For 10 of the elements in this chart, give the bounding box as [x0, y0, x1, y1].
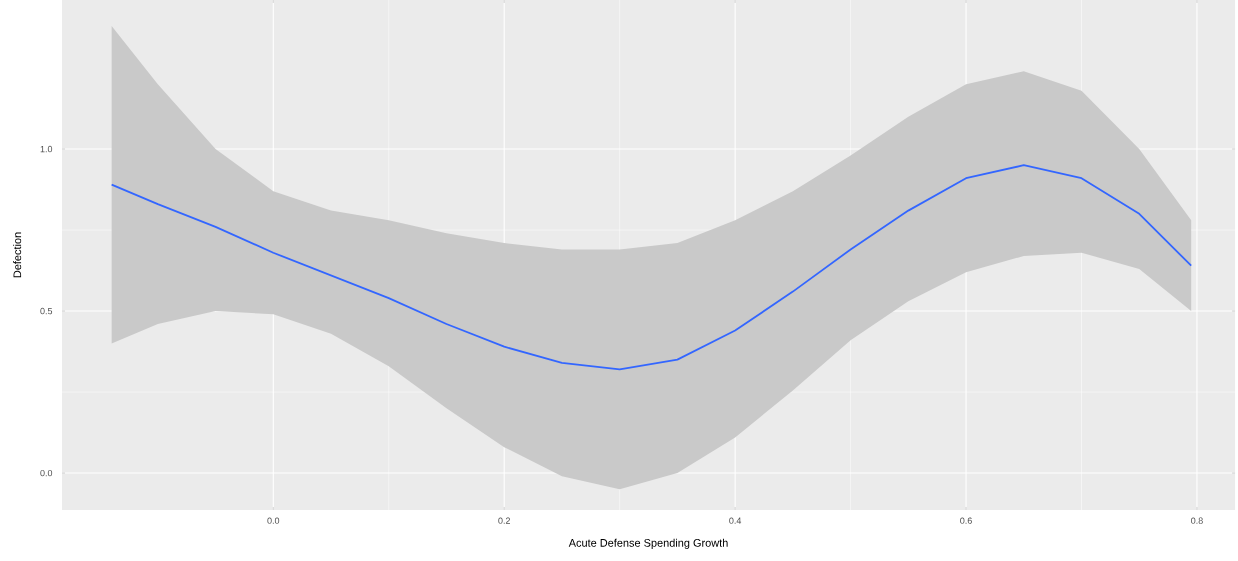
- y-tick-label: 1.0: [40, 145, 53, 153]
- x-tick-label: 0.8: [1191, 517, 1203, 524]
- y-tick-label: 0.0: [40, 469, 53, 477]
- x-tick-label: 0.0: [267, 517, 280, 524]
- x-tick-label: 0.4: [729, 517, 742, 524]
- x-tick-label: 0.6: [960, 517, 972, 524]
- x-tick-label: 0.2: [498, 517, 510, 524]
- x-axis-title: Acute Defense Spending Growth: [568, 538, 728, 549]
- y-axis-title: Defection: [13, 232, 22, 278]
- y-tick-label: 0.5: [40, 307, 53, 315]
